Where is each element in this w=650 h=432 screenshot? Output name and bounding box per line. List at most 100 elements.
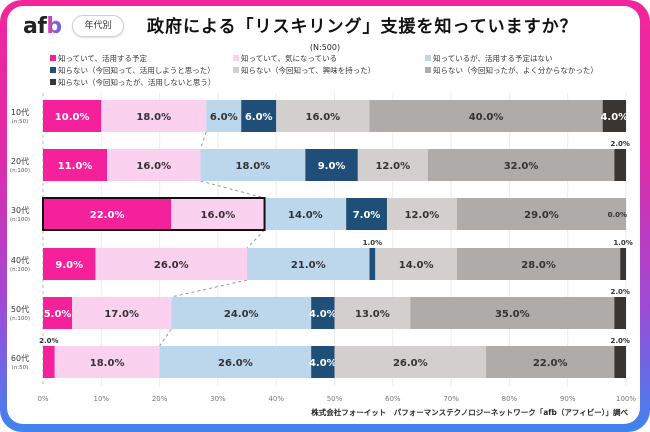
category-label: 10代 [11,107,29,117]
bar-segment [264,198,347,230]
x-tick-label: 30% [210,395,226,403]
data-label: 16.0% [136,161,171,172]
data-label: 16.0% [305,112,340,123]
category-sample-size: (n:100) [10,217,30,223]
logo-text-accent: b [46,14,62,39]
bar-segment [171,198,265,230]
bar-segment [206,100,242,132]
bar-segment [159,346,312,378]
bar-segment [200,149,306,181]
bar-segment [54,346,160,378]
x-tick-label: 20% [152,395,168,403]
bar-segment [357,149,428,181]
connector-line [171,279,248,298]
data-label: 2.0% [610,337,629,345]
data-label: 0.0% [608,211,627,219]
bar-segment [369,248,376,280]
data-label: 11.0% [58,161,93,172]
connector-line [246,229,265,249]
legend-item: 知っていて、気になっている [233,53,337,64]
connector-line [200,180,265,199]
data-label: 6.0% [210,112,238,123]
bar-segment [375,248,457,280]
data-label: 9.0% [55,260,83,271]
data-label: 17.0% [104,309,139,320]
connector-line [199,131,207,150]
legend-label: 知っているが、活用する予定はない [433,54,553,63]
x-tick-label: 80% [502,395,518,403]
data-label: 14.0% [288,210,323,221]
data-label: 10.0% [55,112,90,123]
data-label: 13.0% [355,309,390,320]
bar-segment [427,149,615,181]
legend-swatch [50,55,56,61]
legend-label: 知らない（今回知って、活用しようと思った） [58,66,215,75]
bar-segment [43,248,96,280]
data-label: 12.0% [405,210,440,221]
category-label: 20代 [11,156,29,166]
bar-segment [346,198,387,230]
data-label: 18.0% [236,161,271,172]
data-label: 1.0% [363,239,382,247]
legend-item: 知らない（今回知ったが、活用しないと思う） [50,77,215,88]
data-label: 26.0% [154,260,189,271]
x-tick-label: 60% [385,395,401,403]
bar-segment [72,297,172,329]
logo-text: af [23,14,47,39]
data-label: 21.0% [291,260,326,271]
legend-item: 知らない（今回知ったが、よく分からなかった） [425,65,598,76]
data-label: 16.0% [201,210,236,221]
sample-size-label: (N:500) [309,43,341,52]
x-tick-label: 40% [268,395,284,403]
data-label: 1.0% [613,239,632,247]
data-label: 6.0% [245,112,273,123]
category-sample-size: (n:50) [12,365,29,371]
bar-segment [620,248,626,280]
data-label: 4.0% [309,358,337,369]
afb-logo: afb [23,14,62,39]
bar-segment [311,297,335,329]
legend-item: 知っていて、活用する予定 [50,53,147,64]
bar-segment [43,198,172,230]
bar-segment [305,149,358,181]
bar-segment [456,198,626,230]
category-badge: 年代別 [72,15,124,37]
data-label: 29.0% [524,210,559,221]
category-sample-size: (n:50) [12,119,29,125]
category-label: 40代 [11,255,29,265]
x-tick-label: 10% [94,395,110,403]
category-sample-size: (n:100) [10,168,30,174]
legend-swatch [233,67,239,73]
legend-swatch [233,55,239,61]
category-label: 50代 [11,304,29,314]
data-label: 24.0% [224,309,259,320]
bar-segment [276,100,370,132]
bar-segment [43,297,73,329]
bar-segment [369,100,603,132]
bar-segment [43,346,55,378]
data-label: 22.0% [533,358,568,369]
x-tick-label: 70% [443,395,459,403]
bar-segment [43,100,102,132]
highlight-box [42,197,266,231]
legend-swatch [425,55,431,61]
data-label: 26.0% [218,358,253,369]
data-label: 2.0% [610,288,629,296]
bar-segment [95,248,248,280]
category-label: 60代 [11,353,29,363]
data-label: 14.0% [399,260,434,271]
bar-segment [486,346,615,378]
x-tick-label: 0% [37,395,48,403]
data-label: 2.0% [610,140,629,148]
legend-label: 知っていて、気になっている [241,54,338,63]
bar-segment [107,149,201,181]
data-label: 12.0% [375,161,410,172]
bar-segment [334,346,487,378]
source-credit: 株式会社フォーイット パフォーマンステクノロジーネットワーク「afb（アフィビー… [311,408,628,417]
chart-title: 政府による「リスキリング」支援を知っていますか？ [147,17,578,37]
legend-swatch [50,67,56,73]
legend-swatch [50,79,56,85]
legend-swatch [425,67,431,73]
bar-segment [614,149,626,181]
